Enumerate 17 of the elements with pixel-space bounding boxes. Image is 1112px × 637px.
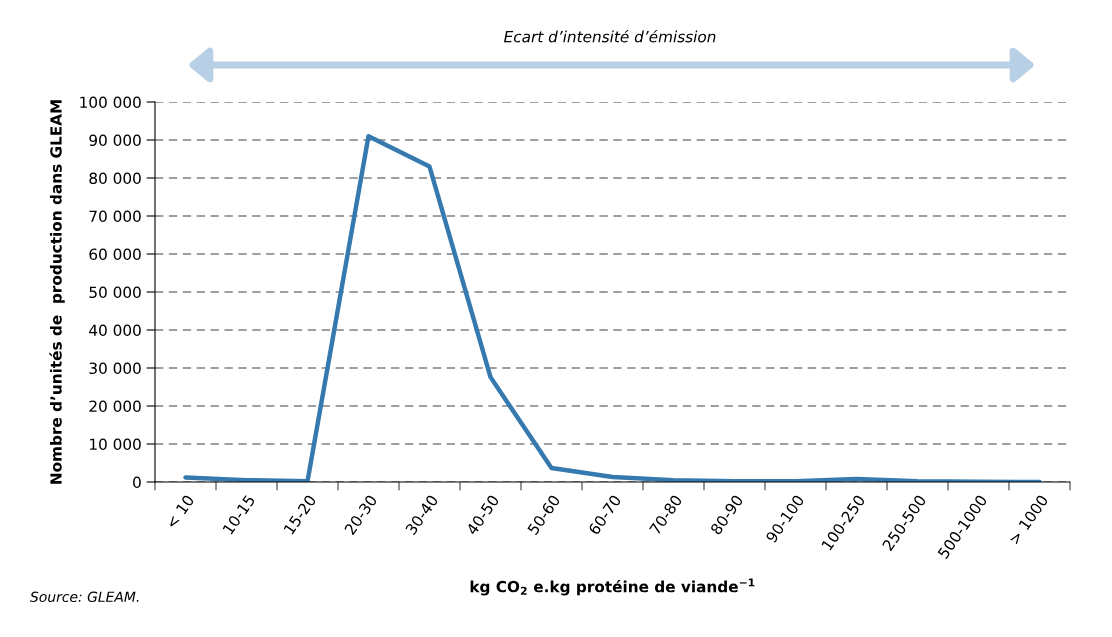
x-axis-title: kg CO$_{2}$ e.kg protéine de viande$^{−1}$ — [470, 578, 755, 596]
y-tick-label: 80 000 — [89, 172, 141, 185]
y-axis-title: Nombre d’unités de production dans GLEAM — [49, 100, 65, 484]
y-tick-label: 50 000 — [89, 286, 141, 299]
y-tick-label: 30 000 — [89, 362, 141, 375]
y-tick-label: 100 000 — [80, 96, 141, 109]
line-series — [183, 133, 1042, 482]
y-tick-label: 90 000 — [89, 134, 141, 147]
y-tick-label: 40 000 — [89, 324, 141, 337]
y-tick-label: 20 000 — [89, 400, 141, 413]
y-tick-label: 0 — [133, 476, 141, 489]
text: Ecart d’intensité d’émission — [504, 30, 716, 43]
y-tick-label: 60 000 — [89, 248, 141, 261]
y-tick-label: 70 000 — [89, 210, 141, 223]
x-tick-label: < 10 — [165, 494, 195, 529]
y-tick-label: 10 000 — [90, 438, 141, 451]
source-note: Source: GLEAM. — [30, 591, 139, 603]
